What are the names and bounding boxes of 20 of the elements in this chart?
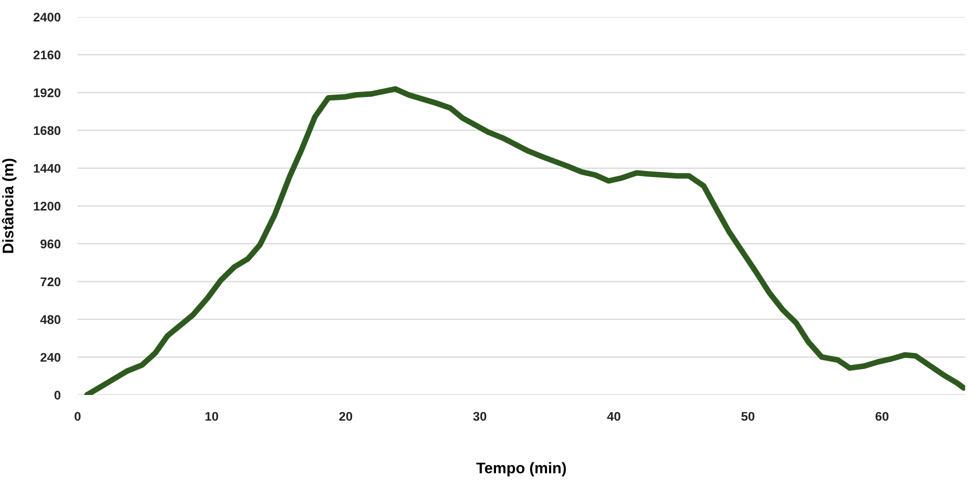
x-tick-label: 40 [607,412,620,421]
y-tick-label: 720 [40,277,60,286]
y-tick-label: 1680 [34,126,60,135]
x-axis-title: Tempo (min) [476,462,566,476]
x-tick-label: 30 [473,412,486,421]
y-tick-label: 1440 [34,164,60,173]
y-tick-label: 0 [54,390,60,400]
y-tick-label: 2160 [34,50,60,60]
y-tick-label: 1200 [34,202,60,211]
y-tick-label: 1920 [34,88,60,98]
x-tick-label: 50 [741,412,754,421]
y-tick-label: 960 [40,240,60,248]
x-tick-label: 20 [339,412,352,421]
y-tick-label: 240 [40,352,60,362]
x-tick-label: 60 [876,412,888,421]
x-tick-label: 10 [206,412,218,421]
y-tick-label: 480 [40,315,60,324]
y-tick-label: 2400 [34,12,60,22]
y-axis-title: Distância (m) [2,158,16,253]
x-tick-label: 0 [74,412,81,421]
